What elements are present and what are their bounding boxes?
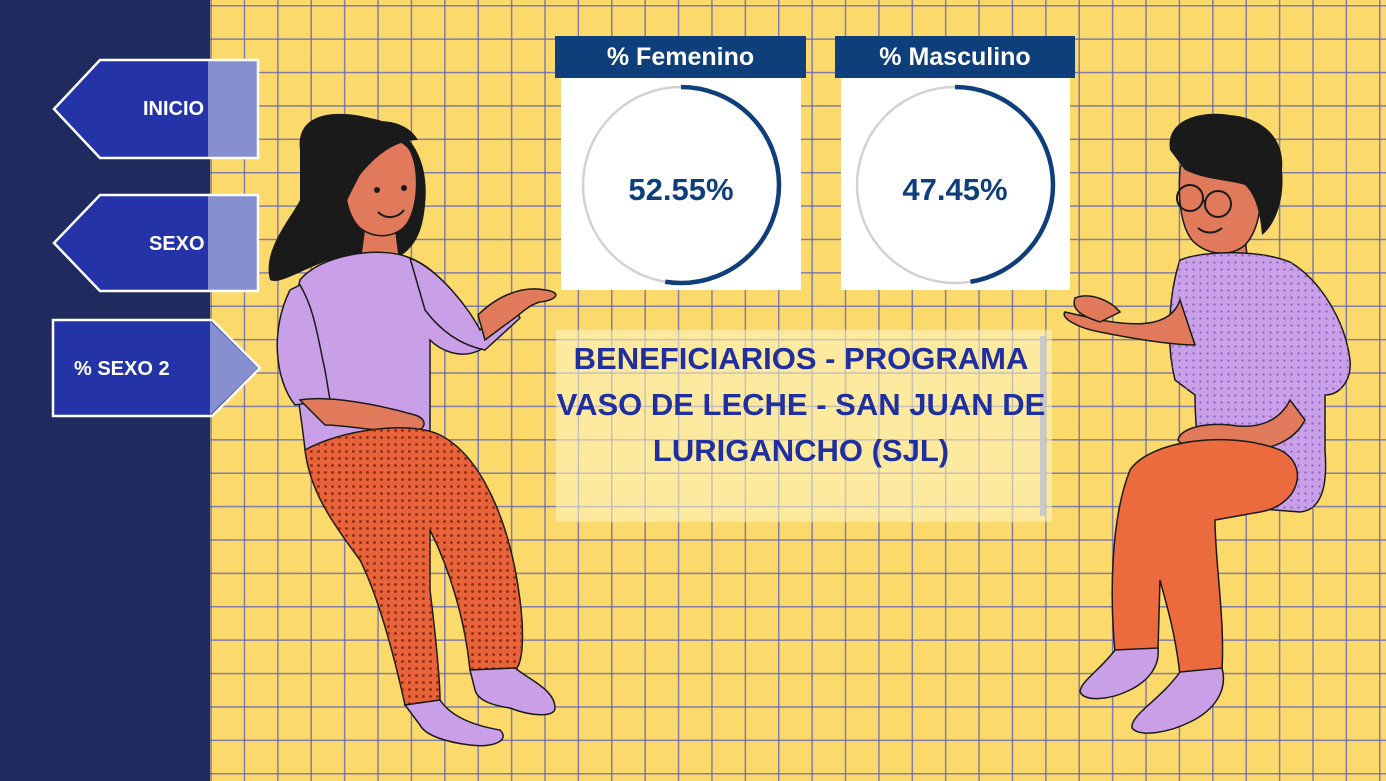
gauge-body-femenino: 52.55%	[561, 78, 801, 290]
nav-label-sexo: SEXO	[149, 233, 205, 255]
back-arrow-icon	[52, 193, 260, 293]
gauge-title-femenino: % Femenino	[555, 36, 806, 78]
gauge-ring-femenino	[580, 84, 782, 286]
nav-button-sexo[interactable]: SEXO	[50, 193, 262, 295]
nav-label-inicio: INICIO	[143, 98, 205, 120]
nav-button-inicio[interactable]: INICIO	[50, 58, 262, 162]
report-title: BENEFICIARIOS - PROGRAMA VASO DE LECHE -…	[556, 341, 1046, 468]
nav-button-sexo-2[interactable]: % SEXO 2	[50, 318, 264, 420]
back-arrow-icon	[52, 58, 260, 160]
gauge-value-masculino: 47.45%	[902, 172, 1008, 207]
gauge-value-femenino: 52.55%	[628, 172, 734, 207]
gauge-ring-masculino	[854, 84, 1056, 286]
title-box	[556, 330, 1052, 522]
gauge-title-masculino: % Masculino	[835, 36, 1075, 78]
forward-arrow-icon	[51, 318, 262, 418]
gauge-body-masculino: 47.45%	[841, 78, 1070, 290]
nav-label-sexo-2: % SEXO 2	[74, 358, 170, 380]
title-scrollbar[interactable]	[1040, 336, 1045, 516]
